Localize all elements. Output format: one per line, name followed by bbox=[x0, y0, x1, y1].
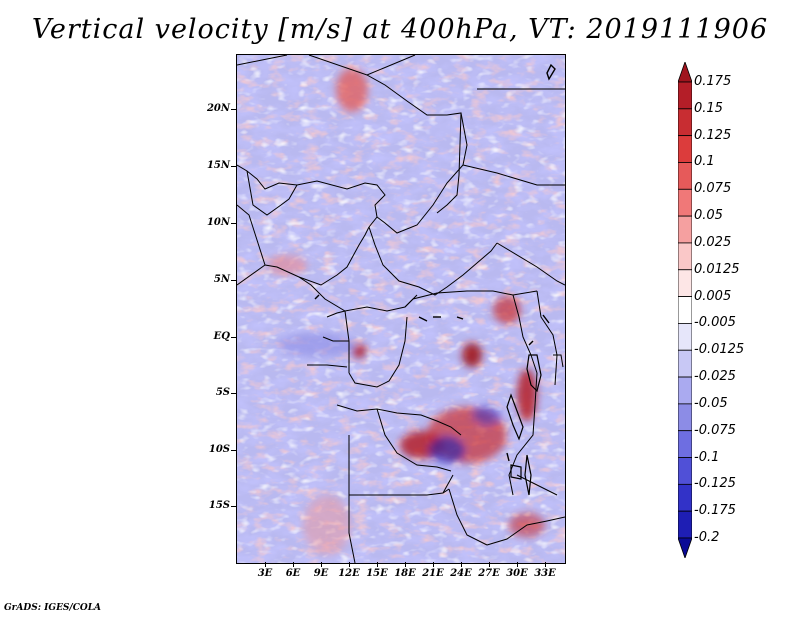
lon-tick bbox=[545, 562, 546, 567]
lon-label-3e: 3E bbox=[257, 568, 273, 579]
lat-label-5n: 5N bbox=[213, 274, 230, 285]
colorbar-bottom-arrow bbox=[678, 537, 692, 558]
colorbar-segment bbox=[678, 323, 692, 351]
lat-tick bbox=[231, 280, 236, 281]
colorbar-label: 0.075 bbox=[694, 181, 732, 197]
lat-tick bbox=[231, 223, 236, 224]
lon-label-12e: 12E bbox=[338, 568, 360, 579]
lat-tick bbox=[231, 450, 236, 451]
colorbar-label: 0.05 bbox=[694, 208, 723, 224]
lat-tick bbox=[231, 337, 236, 338]
colorbar-segment bbox=[678, 376, 692, 405]
lon-tick bbox=[377, 562, 378, 567]
lat-label-10n: 10N bbox=[206, 217, 230, 228]
lon-tick bbox=[433, 562, 434, 567]
lat-label-15s: 15S bbox=[208, 500, 230, 511]
colorbar-label: 0.025 bbox=[694, 234, 732, 250]
lon-tick bbox=[517, 562, 518, 567]
colorbar bbox=[678, 62, 692, 558]
colorbar-label: -0.0125 bbox=[694, 342, 745, 358]
colorbar-label: 0.1 bbox=[694, 154, 715, 170]
lat-tick bbox=[231, 166, 236, 167]
colorbar-label: -0.05 bbox=[694, 395, 728, 411]
lat-label-5s: 5S bbox=[215, 387, 230, 398]
colorbar-label: -0.125 bbox=[694, 476, 736, 492]
colorbar-label: 0.005 bbox=[694, 288, 732, 304]
colorbar-segment bbox=[678, 162, 692, 190]
map-plot-area[interactable] bbox=[236, 54, 566, 564]
colorbar-label: 0.0125 bbox=[694, 261, 740, 277]
colorbar-label: -0.1 bbox=[694, 449, 720, 465]
colorbar-label: 0.125 bbox=[694, 127, 732, 143]
colorbar-label: -0.025 bbox=[694, 369, 736, 385]
lon-label-15e: 15E bbox=[366, 568, 388, 579]
lakes bbox=[506, 354, 542, 496]
lon-label-21e: 21E bbox=[422, 568, 444, 579]
colorbar-segment bbox=[678, 510, 692, 539]
colorbar-segment bbox=[678, 349, 692, 378]
lat-tick bbox=[231, 109, 236, 110]
lat-label-20n: 20N bbox=[206, 103, 230, 114]
colorbar-label: -0.075 bbox=[694, 422, 736, 438]
lon-tick bbox=[265, 562, 266, 567]
lat-tick bbox=[231, 506, 236, 507]
lon-tick bbox=[461, 562, 462, 567]
lon-label-27e: 27E bbox=[478, 568, 500, 579]
grads-credit: GrADS: IGES/COLA bbox=[4, 603, 102, 613]
colorbar-label: 0.175 bbox=[694, 74, 732, 89]
colorbar-label: -0.175 bbox=[694, 503, 736, 519]
colorbar-segment bbox=[678, 430, 692, 458]
colorbar-segment bbox=[678, 296, 692, 324]
lat-label-15n: 15N bbox=[206, 160, 230, 171]
lon-label-24e: 24E bbox=[450, 568, 472, 579]
colorbar-segment bbox=[678, 108, 692, 137]
colorbar-label: -0.2 bbox=[694, 530, 720, 545]
colorbar-segment bbox=[678, 188, 692, 217]
colorbar-segment bbox=[678, 81, 692, 110]
coastline bbox=[314, 63, 556, 462]
lon-label-30e: 30E bbox=[506, 568, 528, 579]
colorbar-top-arrow bbox=[678, 62, 692, 83]
colorbar-label: -0.005 bbox=[694, 315, 736, 331]
colorbar-segment bbox=[678, 403, 692, 432]
colorbar-label: 0.15 bbox=[694, 100, 723, 116]
lat-tick bbox=[231, 393, 236, 394]
lat-label-eq: EQ bbox=[213, 331, 230, 342]
map-title: Vertical velocity [m/s] at 400hPa, VT: 2… bbox=[31, 14, 769, 45]
country-borders bbox=[237, 55, 565, 563]
lon-tick bbox=[293, 562, 294, 567]
colorbar-segment bbox=[678, 457, 692, 485]
colorbar-segment bbox=[678, 135, 692, 163]
lon-tick bbox=[405, 562, 406, 567]
convective-cells bbox=[267, 68, 545, 555]
lon-tick bbox=[489, 562, 490, 567]
lat-label-10s: 10S bbox=[208, 444, 230, 455]
colorbar-segment bbox=[678, 242, 692, 271]
colorbar-segment bbox=[678, 483, 692, 512]
lon-label-18e: 18E bbox=[394, 568, 416, 579]
colorbar-segment bbox=[678, 269, 692, 297]
lon-tick bbox=[321, 562, 322, 567]
colorbar-segment bbox=[678, 215, 692, 244]
lon-tick bbox=[349, 562, 350, 567]
lon-label-33e: 33E bbox=[534, 568, 556, 579]
lon-label-9e: 9E bbox=[313, 568, 329, 579]
lon-label-6e: 6E bbox=[285, 568, 301, 579]
